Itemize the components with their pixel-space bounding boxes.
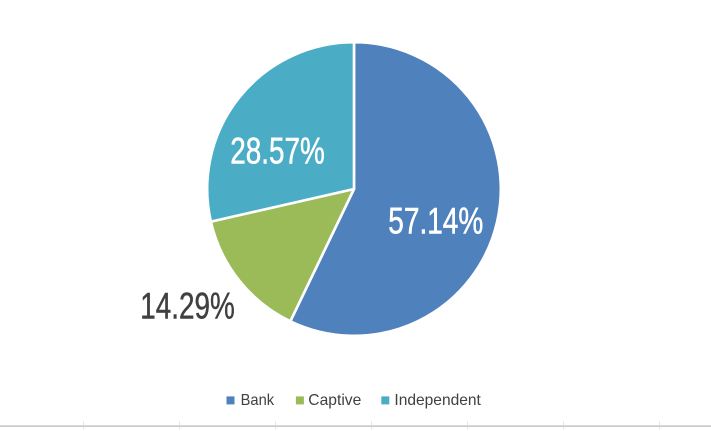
svg-text:57.14%: 57.14%: [388, 200, 483, 241]
svg-text:Captive: Captive: [308, 392, 361, 409]
svg-text:28.57%: 28.57%: [230, 130, 324, 171]
svg-text:Independent: Independent: [394, 392, 481, 409]
svg-text:Bank: Bank: [241, 392, 275, 409]
svg-text:14.29%: 14.29%: [140, 285, 235, 326]
